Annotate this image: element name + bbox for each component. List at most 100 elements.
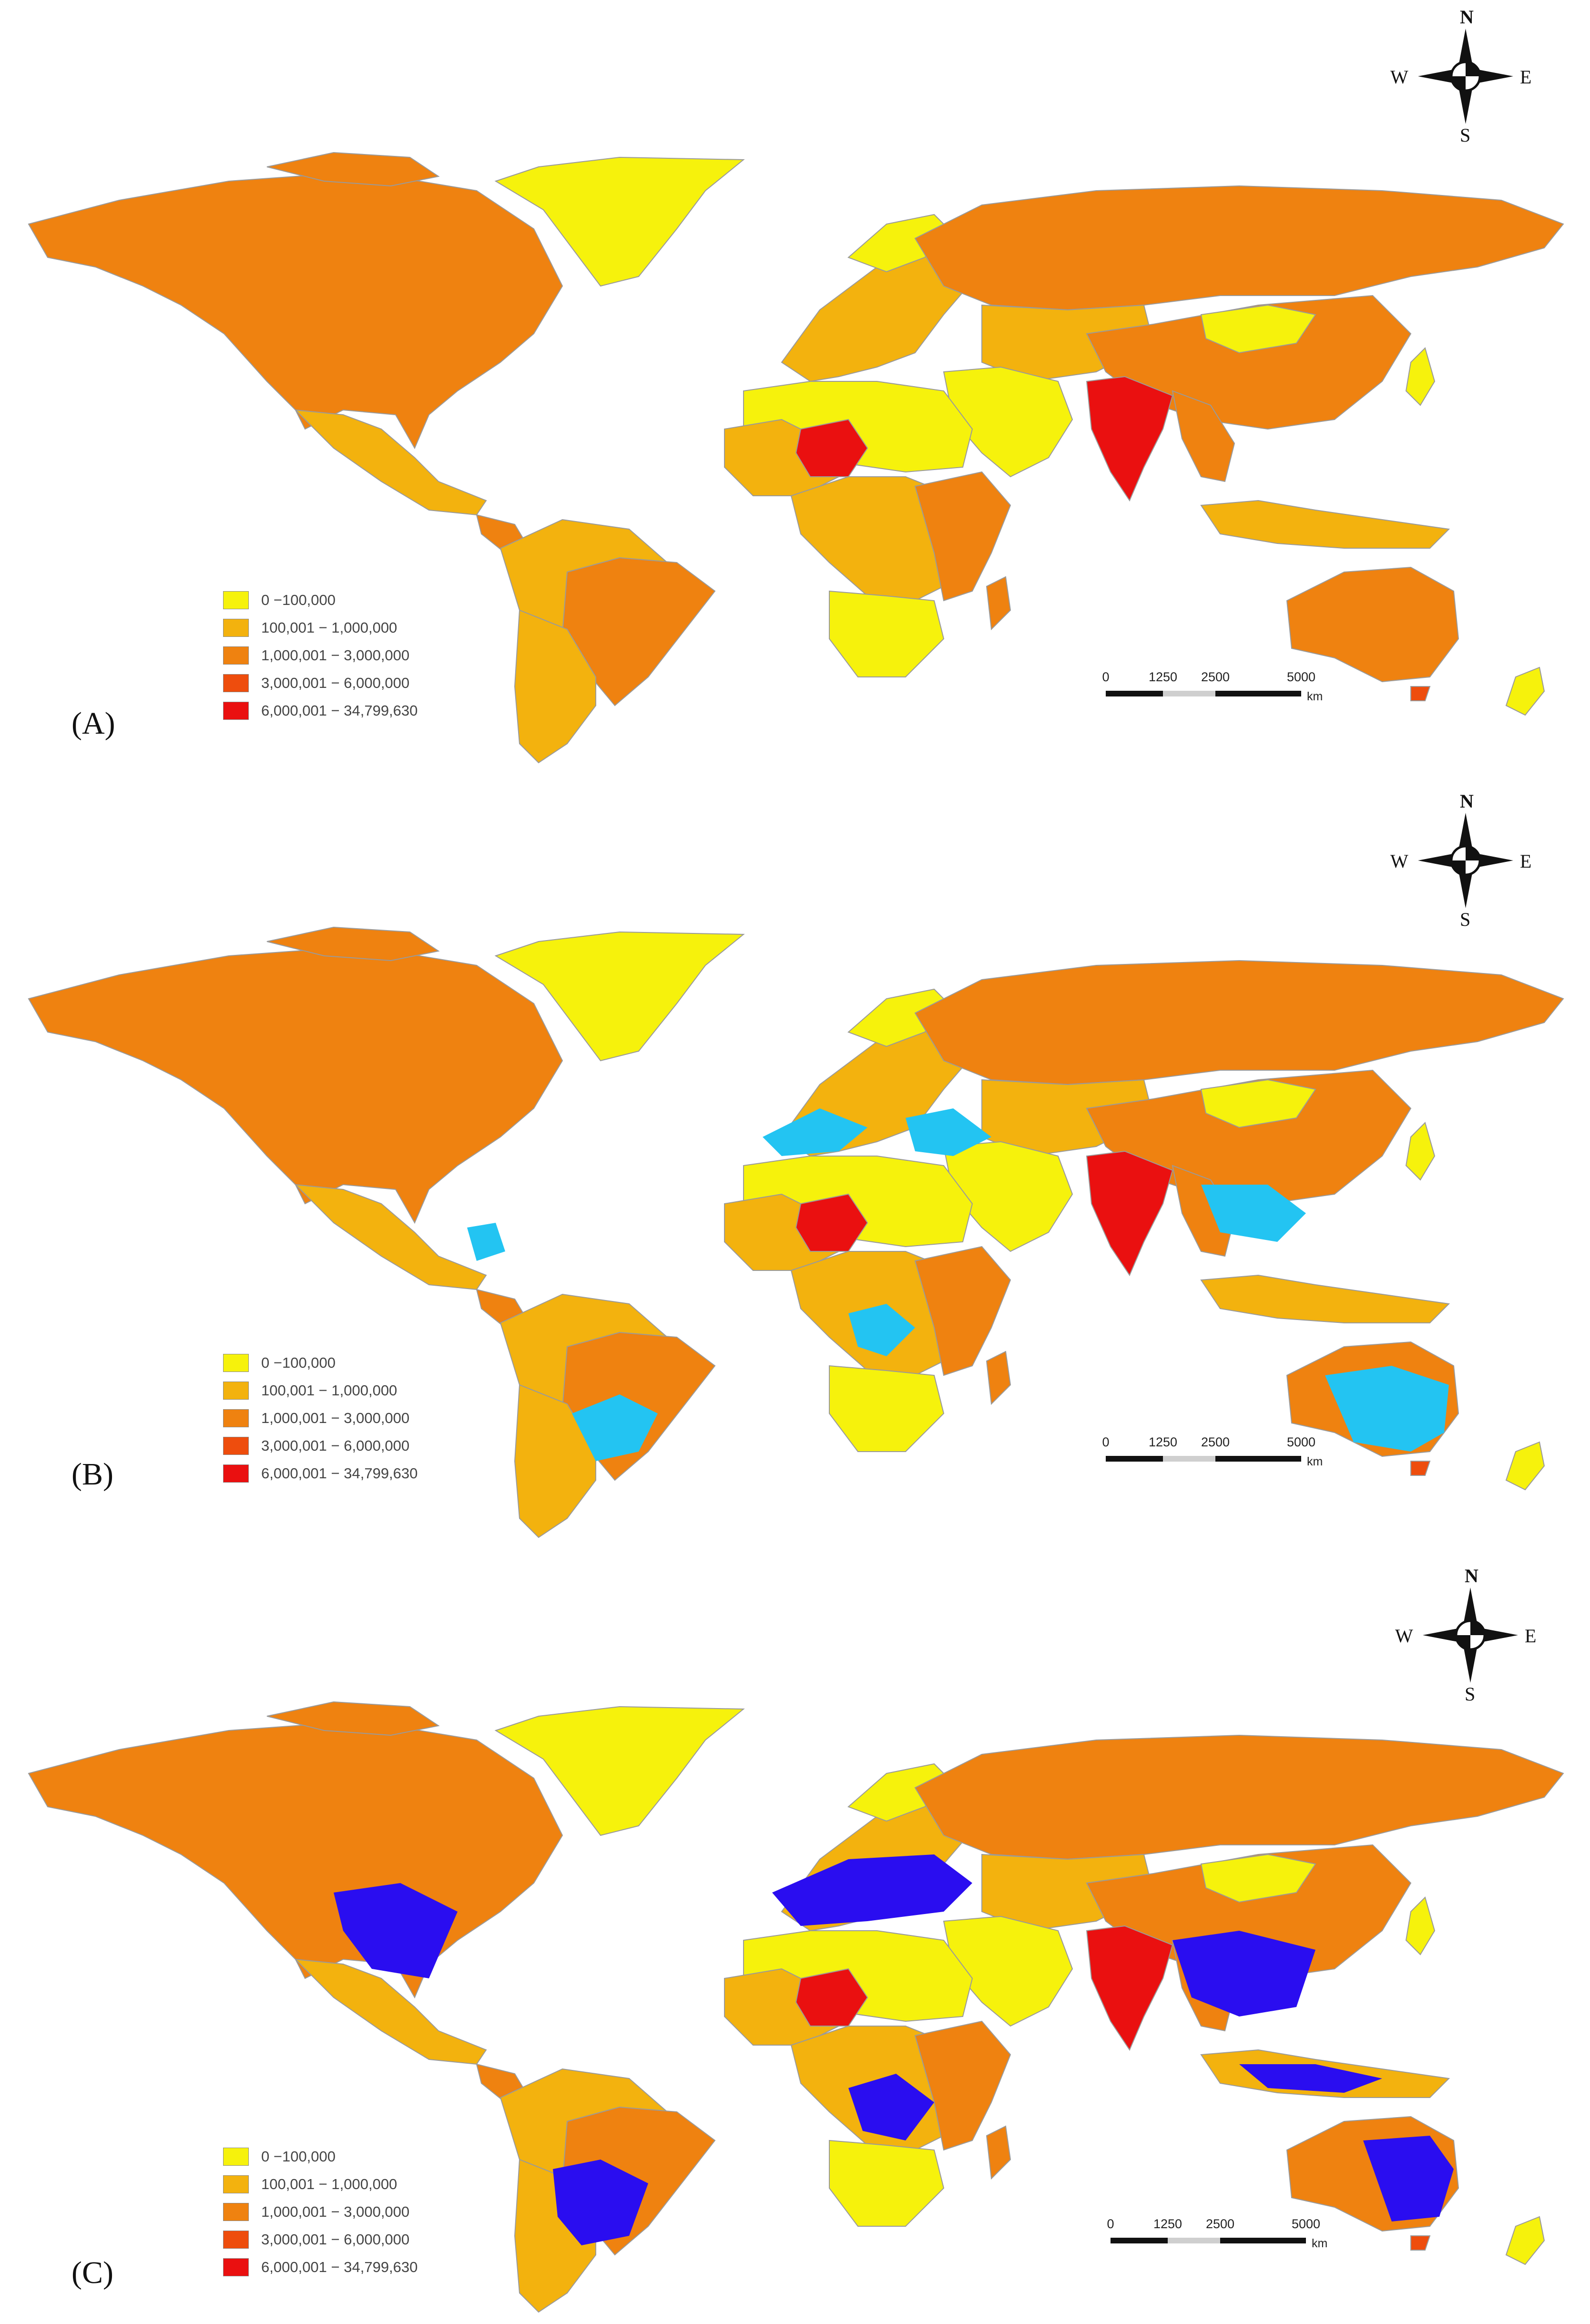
region-mexico bbox=[294, 1184, 487, 1290]
blue-suitability-area bbox=[848, 2074, 934, 2140]
scale-tick-0: 0 bbox=[1102, 1435, 1110, 1449]
scale-unit: km bbox=[1307, 1455, 1323, 1468]
region-greenland bbox=[494, 156, 745, 287]
region-canadian-islands bbox=[266, 1701, 440, 1736]
region-mexico bbox=[294, 1958, 487, 2065]
legend-label: 100,001 − 1,000,000 bbox=[261, 1382, 398, 1399]
compass-west-label: W bbox=[1390, 66, 1408, 88]
compass-icon bbox=[1418, 813, 1513, 908]
legend-row: 1,000,001 − 3,000,000 bbox=[223, 1404, 418, 1432]
compass-east-label: E bbox=[1525, 1625, 1537, 1647]
region-madagascar bbox=[986, 576, 1011, 631]
cyan-suitability-area bbox=[848, 1304, 915, 1356]
region-north-america bbox=[28, 171, 563, 450]
legend-swatch bbox=[223, 1437, 249, 1455]
legend-row: 1,000,001 − 3,000,000 bbox=[223, 642, 418, 669]
legend-swatch bbox=[223, 2258, 249, 2276]
panel-label-a: (A) bbox=[71, 706, 115, 741]
region-east-africa bbox=[914, 1246, 1011, 1376]
map-panel-a: N S W E 0 −100,000 100,001 − 1,000,000 1… bbox=[0, 0, 1590, 775]
blue-suitability-area bbox=[1363, 2136, 1454, 2222]
map-panel-c: N S W E 0 −100,000 100,001 − 1,000,000 1… bbox=[0, 1549, 1590, 2324]
region-southern-africa bbox=[829, 2140, 945, 2227]
legend-label: 100,001 − 1,000,000 bbox=[261, 2176, 398, 2192]
legend-swatch bbox=[223, 591, 249, 609]
legend-row: 6,000,001 − 34,799,630 bbox=[223, 2253, 418, 2281]
compass-rose-a: N S W E bbox=[1390, 6, 1532, 146]
region-madagascar bbox=[986, 1351, 1011, 1405]
scale-tick-2500: 2500 bbox=[1201, 1435, 1230, 1449]
region-tasmania bbox=[1410, 2235, 1431, 2251]
legend-swatch bbox=[223, 2231, 249, 2249]
compass-north-label: N bbox=[1465, 1565, 1478, 1587]
scale-bar-c: 0 1250 2500 5000 km bbox=[1107, 2217, 1396, 2255]
scale-tick-1250: 1250 bbox=[1148, 670, 1178, 684]
scale-segment bbox=[1215, 1456, 1301, 1462]
scale-segment bbox=[1168, 2238, 1220, 2243]
region-indonesia bbox=[1200, 500, 1450, 549]
legend-row: 6,000,001 − 34,799,630 bbox=[223, 697, 418, 725]
region-india bbox=[1086, 376, 1173, 502]
legend-row: 100,001 − 1,000,000 bbox=[223, 614, 418, 642]
legend-swatch bbox=[223, 619, 249, 637]
region-mongolia bbox=[1200, 304, 1316, 354]
scale-segment bbox=[1106, 1456, 1163, 1462]
scale-tick-2500: 2500 bbox=[1205, 2217, 1235, 2231]
region-southern-africa bbox=[829, 1365, 945, 1452]
panel-label-b: (B) bbox=[71, 1457, 113, 1492]
scale-segment bbox=[1106, 691, 1163, 696]
region-tasmania bbox=[1410, 686, 1431, 701]
legend-label: 3,000,001 − 6,000,000 bbox=[261, 675, 410, 691]
scale-tick-0: 0 bbox=[1107, 2217, 1114, 2231]
scale-tick-0: 0 bbox=[1102, 670, 1110, 684]
scale-segment bbox=[1163, 1456, 1215, 1462]
region-southern-africa bbox=[829, 590, 945, 677]
scale-tick-1250: 1250 bbox=[1148, 1435, 1178, 1449]
legend-swatch bbox=[223, 702, 249, 720]
compass-east-label: E bbox=[1520, 66, 1532, 88]
blue-suitability-area bbox=[553, 2160, 648, 2245]
legend-swatch bbox=[223, 2175, 249, 2193]
legend-swatch bbox=[223, 646, 249, 665]
region-southeast-asia bbox=[1172, 390, 1235, 482]
region-madagascar bbox=[986, 2125, 1011, 2180]
region-east-africa bbox=[914, 471, 1011, 602]
region-north-america bbox=[28, 945, 563, 1224]
scale-tick-2500: 2500 bbox=[1201, 670, 1230, 684]
legend-a: 0 −100,000 100,001 − 1,000,000 1,000,001… bbox=[223, 586, 418, 725]
legend-row: 1,000,001 − 3,000,000 bbox=[223, 2198, 418, 2226]
cyan-suitability-area bbox=[1325, 1366, 1449, 1452]
region-south-america-south bbox=[514, 609, 596, 764]
legend-label: 6,000,001 − 34,799,630 bbox=[261, 2259, 418, 2275]
legend-b: 0 −100,000 100,001 − 1,000,000 1,000,001… bbox=[223, 1349, 418, 1487]
scale-bar-b: 0 1250 2500 5000 km bbox=[1102, 1435, 1392, 1473]
legend-swatch bbox=[223, 1354, 249, 1372]
legend-label: 1,000,001 − 3,000,000 bbox=[261, 2203, 410, 2220]
legend-c: 0 −100,000 100,001 − 1,000,000 1,000,001… bbox=[223, 2143, 418, 2281]
region-europe bbox=[781, 247, 973, 382]
scale-tick-5000: 5000 bbox=[1286, 1435, 1316, 1449]
legend-row: 3,000,001 − 6,000,000 bbox=[223, 669, 418, 697]
legend-label: 100,001 − 1,000,000 bbox=[261, 619, 398, 636]
region-japan bbox=[1405, 347, 1436, 406]
region-indonesia bbox=[1200, 1274, 1450, 1323]
cyan-suitability-area bbox=[572, 1394, 658, 1461]
region-east-africa bbox=[914, 2020, 1011, 2151]
cyan-suitability-area bbox=[906, 1108, 991, 1156]
cyan-suitability-area bbox=[1201, 1185, 1306, 1242]
legend-swatch bbox=[223, 2148, 249, 2166]
compass-west-label: W bbox=[1390, 850, 1408, 872]
compass-south-label: S bbox=[1460, 124, 1471, 146]
legend-label: 0 −100,000 bbox=[261, 592, 336, 608]
region-india bbox=[1086, 1925, 1173, 2051]
region-new-zealand bbox=[1505, 2216, 1545, 2265]
legend-label: 6,000,001 − 34,799,630 bbox=[261, 1465, 418, 1482]
world-map-c bbox=[0, 1549, 1590, 2324]
region-mongolia bbox=[1200, 1853, 1316, 1903]
cyan-suitability-area bbox=[763, 1108, 867, 1156]
compass-south-label: S bbox=[1460, 909, 1471, 930]
compass-east-label: E bbox=[1520, 850, 1532, 872]
region-mongolia bbox=[1200, 1079, 1316, 1128]
legend-label: 1,000,001 − 3,000,000 bbox=[261, 1410, 410, 1426]
compass-icon bbox=[1418, 29, 1513, 124]
